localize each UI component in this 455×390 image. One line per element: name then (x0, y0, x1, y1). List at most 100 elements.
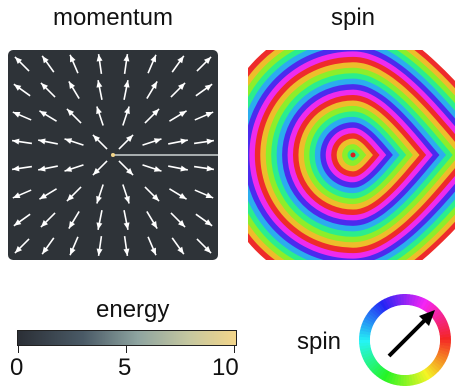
wheel-segment (364, 315, 376, 324)
wheel-segment (422, 299, 431, 311)
wheel-segment (359, 344, 371, 350)
wheel-segment (365, 312, 377, 322)
momentum-arrow-head (206, 165, 214, 172)
wheel-segment (418, 371, 426, 383)
wheel-segment (393, 294, 399, 307)
momentum-arrow-head (96, 106, 102, 115)
wheel-segment (413, 373, 420, 385)
wheel-segment (405, 294, 410, 306)
wheel-segment (367, 310, 379, 320)
wheel-segment (379, 369, 388, 381)
momentum-arrow-head (39, 192, 47, 200)
momentum-arrow-head (14, 56, 22, 64)
wheel-segment (396, 294, 402, 306)
wheel-segment (371, 364, 382, 375)
colorbar-label: energy (96, 296, 170, 323)
spin-arrow-head (419, 310, 435, 326)
momentum-arrow-head (12, 112, 21, 118)
wheel-segment (360, 349, 373, 357)
momentum-arrow-head (204, 56, 212, 64)
wheel-segment (435, 353, 448, 362)
spin-panel (248, 50, 455, 260)
tick-mark-0 (18, 345, 19, 353)
momentum-arrow-head (150, 81, 158, 89)
momentum-arrow-head (178, 220, 186, 228)
wheel-segment (430, 362, 441, 372)
momentum-arrow-head (13, 219, 22, 226)
momentum-arrow-head (177, 55, 184, 64)
wheel-segment (371, 305, 382, 316)
wheel-segment (436, 320, 449, 329)
wheel-segment (360, 347, 372, 354)
wheel-segment (369, 308, 380, 318)
momentum-arrow-head (177, 246, 184, 255)
wheel-segment (415, 296, 423, 308)
spin-center (350, 152, 356, 158)
momentum-arrow-head (70, 247, 76, 256)
spin-arrow-shaft (387, 316, 429, 358)
wheel-segment (390, 295, 397, 307)
momentum-arrow-head (179, 192, 187, 200)
wheel-segment (373, 303, 384, 315)
wheel-segment (428, 364, 439, 375)
wheel-segment (431, 310, 443, 320)
wheel-segment (382, 370, 390, 382)
wheel-segment (364, 356, 376, 365)
wheel-segment (365, 358, 377, 368)
momentum-arrow-head (42, 246, 49, 255)
momentum-arrow-head (64, 138, 73, 144)
wheel-segment (424, 301, 434, 313)
momentum-arrow-head (92, 134, 100, 142)
momentum-arrow-head (126, 134, 134, 142)
momentum-arrow-head (38, 138, 46, 145)
momentum-arrow-head (204, 84, 213, 91)
wheel-segment (376, 301, 386, 313)
wheel-segment (400, 374, 405, 386)
wheel-segment (362, 318, 375, 327)
wheel-segment (426, 365, 437, 377)
momentum-arrow-head (123, 222, 130, 230)
wheel-segment (384, 297, 392, 309)
momentum-arrow-head (96, 80, 103, 88)
wheel-segment (420, 298, 428, 310)
momentum-arrow-head (12, 138, 20, 145)
momentum-arrow-head (179, 110, 187, 118)
momentum-arrow-head (40, 82, 48, 90)
momentum-arrow-head (204, 219, 213, 226)
momentum-arrow-head (204, 246, 212, 254)
wheel-segment (393, 373, 400, 386)
spin-color-wheel (359, 294, 451, 386)
momentum-arrow-head (205, 112, 214, 118)
wheel-segment (437, 349, 450, 356)
momentum-arrow-head (180, 138, 188, 145)
momentum-arrow-head (12, 165, 20, 172)
wheel-segment (410, 294, 417, 307)
tick-label-5: 5 (118, 354, 132, 381)
momentum-arrow-head (68, 221, 76, 229)
momentum-arrow-head (150, 221, 158, 229)
momentum-arrow-head (13, 84, 22, 91)
wheel-segment (439, 330, 451, 336)
momentum-arrow-head (153, 166, 162, 172)
wheel-segment (362, 354, 375, 362)
wheel-segment (384, 371, 393, 383)
momentum-arrow-head (123, 80, 130, 88)
momentum-arrow-head (92, 168, 100, 176)
wheel-segment (439, 342, 451, 347)
momentum-panel (8, 50, 218, 260)
momentum-arrow-head (206, 138, 214, 145)
wheel-segment (402, 294, 407, 306)
wheel-segment (359, 327, 372, 334)
momentum-arrow-head (180, 165, 188, 172)
spin-color-field (248, 50, 455, 260)
momentum-arrow-head (12, 192, 21, 198)
tick-label-10: 10 (212, 354, 239, 381)
momentum-title: momentum (52, 4, 174, 31)
wheel-segment (417, 297, 426, 309)
wheel-segment (359, 336, 371, 341)
wheel-segment (426, 303, 436, 314)
wheel-segment (408, 374, 414, 386)
momentum-arrow-head (126, 168, 134, 176)
wheel-segment (374, 366, 384, 377)
momentum-arrow-head (96, 54, 103, 62)
